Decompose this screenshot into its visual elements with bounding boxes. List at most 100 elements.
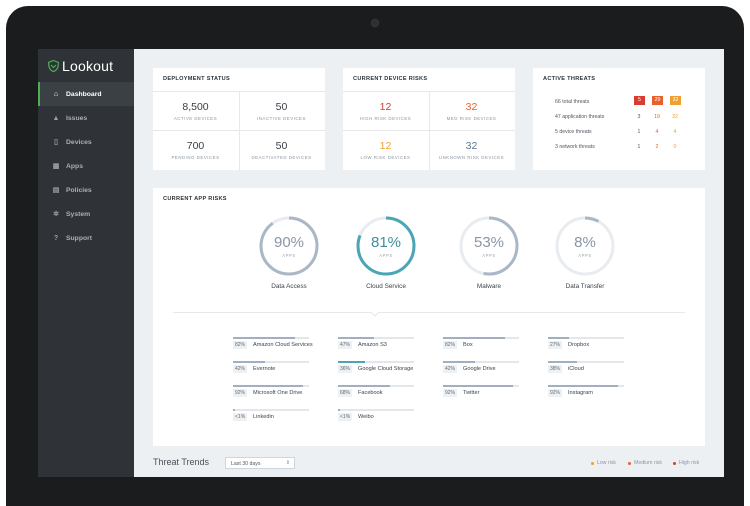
apps-grid-icon: ▦ xyxy=(52,163,60,170)
donut-value: 53% xyxy=(473,234,505,251)
app-risk-item[interactable]: 36% Google Cloud Storage xyxy=(338,361,418,375)
app-risk-bar-fill xyxy=(548,385,618,387)
app-risk-bar-fill xyxy=(443,337,506,339)
app-risk-name: Google Cloud Storage xyxy=(358,366,414,372)
sidebar-item-system[interactable]: ✲ System xyxy=(38,202,134,226)
app-risk-bar-fill xyxy=(443,385,513,387)
app-risk-percent: 92% xyxy=(443,389,458,397)
threat-row-value: 19 xyxy=(654,114,660,120)
sidebar-item-policies[interactable]: ▤ Policies xyxy=(38,178,134,202)
app-risk-bar-fill xyxy=(338,361,366,363)
sidebar-item-apps[interactable]: ▦ Apps xyxy=(38,154,134,178)
donut-data-access[interactable]: 90% APPS Data Access xyxy=(249,215,329,290)
app-risk-bar-fill xyxy=(233,385,303,387)
sidebar-item-dashboard[interactable]: ⌂ Dashboard xyxy=(38,82,134,106)
date-range-select[interactable]: Last 30 days ⇕ xyxy=(225,457,295,469)
donut-name: Cloud Service xyxy=(366,283,406,290)
deployment-status-card: DEPLOYMENT STATUS 8,500 ACTIVE DEVICES 5… xyxy=(153,68,325,170)
app-risk-bar-fill xyxy=(233,409,235,411)
card-title: ACTIVE THREATS xyxy=(543,76,596,82)
threat-count-badge: 5 xyxy=(634,96,645,105)
donut-ring xyxy=(459,216,519,276)
app-risk-percent: 82% xyxy=(233,341,248,349)
stat-unknown-risk[interactable]: 32 UNKNOWN RISK DEVICES xyxy=(429,140,514,160)
app-risk-item[interactable]: <1% Linkedin xyxy=(233,409,313,423)
legend-dot-icon xyxy=(673,461,676,465)
donut-cloud-service[interactable]: 81% APPS Cloud Service xyxy=(346,215,426,290)
app-risk-bar xyxy=(338,337,414,339)
stat-high-risk[interactable]: 12 HIGH RISK DEVICES xyxy=(343,101,428,121)
app-risk-bar xyxy=(233,385,309,387)
app-risk-name: Facebook xyxy=(358,390,383,396)
stat-med-risk[interactable]: 32 MED RISK DEVICES xyxy=(429,101,514,121)
sidebar-item-devices[interactable]: ▯ Devices xyxy=(38,130,134,154)
donut-sublabel: APPS xyxy=(282,253,296,258)
app-risk-percent: 92% xyxy=(548,389,563,397)
app-name: Lookout xyxy=(62,58,114,74)
app-risk-item[interactable]: 38% iCloud xyxy=(548,361,628,375)
stat-value: 12 xyxy=(379,140,392,152)
donut-value: 8% xyxy=(574,234,596,251)
stat-low-risk[interactable]: 12 LOW RISK DEVICES xyxy=(343,140,428,160)
app-risk-item[interactable]: 27% Dropbox xyxy=(548,337,628,351)
app-risk-item[interactable]: 92% Instagram xyxy=(548,385,628,399)
app-risk-item[interactable]: 42% Evernote xyxy=(233,361,313,375)
select-value: Last 30 days xyxy=(231,461,261,467)
stat-active-devices[interactable]: 8,500 ACTIVE DEVICES xyxy=(153,101,238,121)
app-risk-percent: 82% xyxy=(443,341,458,349)
sidebar-item-label: System xyxy=(66,210,91,218)
stat-label: MED RISK DEVICES xyxy=(446,116,497,121)
app-risk-percent: 68% xyxy=(338,389,353,397)
app-risk-name: Evernote xyxy=(253,366,276,372)
app-risk-item[interactable]: 92% Microsoft One Drive xyxy=(233,385,313,399)
stat-label: INACTIVE DEVICES xyxy=(257,116,306,121)
app-risk-name: Twitter xyxy=(463,390,480,396)
stat-label: LOW RISK DEVICES xyxy=(360,155,411,160)
threat-count-badge: 29 xyxy=(652,96,663,105)
threat-row-value: 3 xyxy=(637,114,641,120)
stat-label: HIGH RISK DEVICES xyxy=(359,116,412,121)
stat-value: 700 xyxy=(186,140,205,152)
threat-row-label: 3 network threats xyxy=(555,144,595,150)
app-risk-item[interactable]: 82% Amazon Cloud Services xyxy=(233,337,313,351)
stat-value: 12 xyxy=(379,101,392,113)
app-risk-item[interactable]: 68% Facebook xyxy=(338,385,418,399)
app-risk-percent: 27% xyxy=(548,341,563,349)
logo[interactable]: Lookout xyxy=(48,58,113,74)
app-risk-bar xyxy=(443,337,519,339)
donut-value: 90% xyxy=(273,234,305,251)
donut-data-transfer[interactable]: 8% APPS Data Transfer xyxy=(545,215,625,290)
donut-center: 81% APPS xyxy=(355,234,417,258)
legend-label: Low risk xyxy=(597,460,617,466)
app-risk-item[interactable]: 82% Box xyxy=(443,337,523,351)
donut-center: 53% APPS xyxy=(458,234,520,258)
sidebar-item-support[interactable]: ? Support xyxy=(38,226,134,250)
app-risk-item[interactable]: 47% Amazon S3 xyxy=(338,337,418,351)
app-risk-item[interactable]: 92% Twitter xyxy=(443,385,523,399)
threat-row-label: 5 device threats xyxy=(555,129,592,135)
app-risk-name: Instagram xyxy=(568,390,593,396)
sidebar-item-issues[interactable]: ▲ Issues xyxy=(38,106,134,130)
card-title: CURRENT DEVICE RISKS xyxy=(353,76,428,82)
app-risk-bar xyxy=(548,361,624,363)
stat-inactive-devices[interactable]: 50 INACTIVE DEVICES xyxy=(239,101,324,121)
sidebar-item-label: Issues xyxy=(66,114,88,122)
donut-sublabel: APPS xyxy=(379,253,393,258)
legend-dot-icon xyxy=(591,461,594,465)
sidebar-item-label: Devices xyxy=(66,138,92,146)
app-risk-item[interactable]: 42% Google Drive xyxy=(443,361,523,375)
legend-label: Medium risk xyxy=(634,460,662,466)
app-risk-percent: 38% xyxy=(548,365,563,373)
app-risk-item[interactable]: <1% Weibo xyxy=(338,409,418,423)
app-risk-bar xyxy=(338,361,414,363)
card-title: DEPLOYMENT STATUS xyxy=(163,76,231,82)
app-risk-bar-fill xyxy=(233,361,265,363)
stat-deactivated-devices[interactable]: 50 DEACTIVATED DEVICES xyxy=(239,140,324,160)
shield-logo-icon xyxy=(48,60,59,72)
stat-pending-devices[interactable]: 700 PENDING DEVICES xyxy=(153,140,238,160)
threat-row-value: 4 xyxy=(673,129,677,135)
donut-malware[interactable]: 53% APPS Malware xyxy=(449,215,529,290)
donut-ring xyxy=(356,216,416,276)
app-risk-name: Amazon Cloud Services xyxy=(253,342,313,348)
threat-row-value: 0 xyxy=(673,144,677,150)
